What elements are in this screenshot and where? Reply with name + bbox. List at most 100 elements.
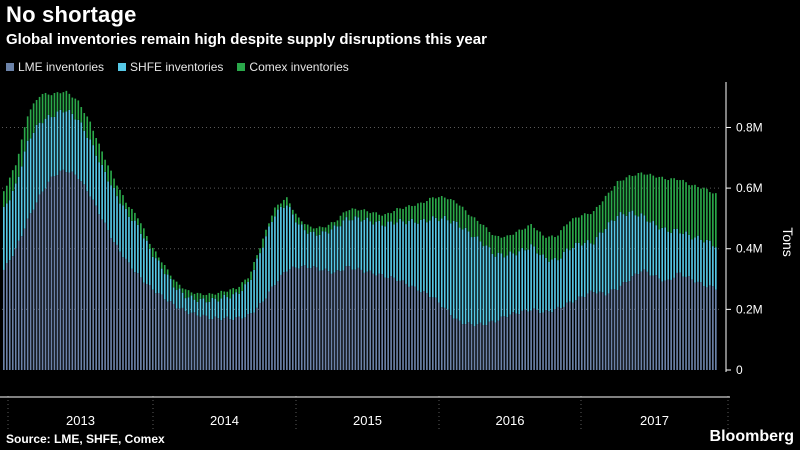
bar-segment-lme [417,290,419,370]
bar-segment-shfe [128,216,130,263]
bar-segment-shfe [327,233,330,272]
bar-segment-lme [11,256,14,370]
bar-segment-comex [703,187,705,243]
bar-segment-comex [369,213,372,222]
bar-segment-lme [479,322,482,370]
bar-segment-comex [682,179,684,234]
bar-segment-comex [399,208,401,219]
bar-segment-lme [616,290,619,370]
bar-segment-shfe [235,292,238,318]
bar-segment-lme [488,321,491,370]
bar-segment-comex [497,236,500,253]
bar-segment-shfe [202,298,205,315]
bar-segment-shfe [485,245,488,326]
bar-segment-comex [625,177,628,216]
bar-segment-lme [429,297,431,370]
bar-segment-lme [300,266,303,370]
bar-segment-comex [554,237,556,258]
bar-segment-shfe [181,292,184,308]
bar-segment-lme [694,282,696,370]
bar-segment-comex [175,281,178,291]
bar-segment-lme [595,293,598,370]
bar-segment-lme [277,281,279,370]
bar-segment-shfe [148,248,151,286]
bar-segment-comex [74,98,77,120]
bar-segment-shfe [491,253,494,321]
bar-segment-shfe [253,269,255,313]
bar-segment-comex [488,231,491,248]
bar-segment-shfe [360,221,363,270]
bar-segment-lme [569,301,571,370]
bar-segment-comex [637,173,640,217]
bar-segment-comex [387,212,389,222]
bar-segment-shfe [271,222,273,287]
bar-series [3,90,717,370]
bar-segment-shfe [548,261,550,312]
source-note: Source: LME, SHFE, Comex [6,432,165,446]
bar-segment-lme [77,179,80,370]
bar-segment-lme [575,300,577,370]
bar-segment-lme [104,222,106,370]
bar-segment-comex [125,202,127,209]
bar-segment-shfe [482,246,485,325]
bar-segment-shfe [321,231,324,271]
bar-segment-comex [41,93,44,124]
bar-segment-lme [241,318,243,370]
bar-segment-shfe [685,231,687,277]
bar-segment-comex [622,180,625,215]
bar-segment-comex [190,292,193,296]
bar-segment-lme [199,316,202,370]
bar-segment-comex [77,100,80,120]
bar-segment-lme [80,181,83,370]
bar-segment-comex [640,172,643,214]
bar-segment-shfe [420,219,422,293]
bar-segment-shfe [339,226,342,272]
bar-segment-comex [20,139,23,167]
bar-segment-comex [509,235,512,252]
bar-segment-shfe [268,226,270,292]
bar-segment-shfe [47,114,50,182]
x-tick-label: 2015 [353,413,382,428]
bar-segment-comex [122,195,124,206]
bar-segment-lme [509,314,512,370]
bar-segment-lme [458,320,461,370]
bar-segment-comex [163,265,166,275]
bar-segment-shfe [193,299,196,313]
x-tick-label: 2013 [66,413,95,428]
bar-segment-comex [80,107,83,123]
bar-segment-comex [71,97,74,114]
bar-segment-lme [455,318,458,370]
bar-segment-shfe [122,205,124,258]
bar-segment-comex [527,225,529,250]
bar-segment-comex [62,92,65,113]
bar-segment-lme [580,296,583,370]
bar-segment-lme [208,319,211,370]
bar-segment-lme [53,176,56,370]
bar-segment-lme [381,274,383,370]
bar-segment-shfe [184,298,187,312]
bar-segment-shfe [283,207,285,273]
bar-segment-shfe [500,253,503,317]
bar-segment-comex [3,191,5,207]
bar-segment-shfe [143,238,145,283]
bar-segment-lme [348,266,351,370]
bar-segment-shfe [658,229,661,279]
bar-segment-lme [116,244,118,370]
bar-segment-lme [482,324,485,370]
bar-segment-shfe [259,253,261,304]
bar-segment-shfe [205,302,208,316]
bar-segment-lme [178,308,181,370]
bar-segment-shfe [104,171,106,223]
legend-item-lme: LME inventories [6,60,104,74]
bar-segment-comex [512,234,515,254]
bar-segment-shfe [223,294,226,319]
bar-segment-lme [384,277,386,370]
bar-segment-lme [524,309,526,370]
bar-segment-comex [676,179,678,229]
bar-segment-lme [408,286,410,370]
bar-segment-shfe [309,231,312,269]
bar-segment-comex [92,130,95,146]
bar-segment-shfe [557,260,559,307]
bar-segment-comex [214,294,217,299]
legend-swatch-comex [237,63,246,71]
